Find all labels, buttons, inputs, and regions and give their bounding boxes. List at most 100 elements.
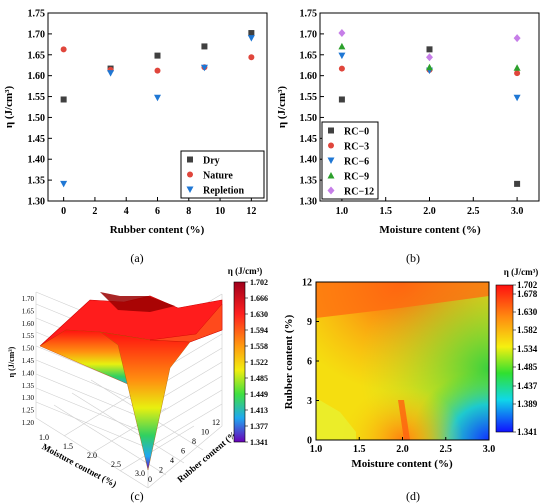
y-tick-label: 8 (192, 437, 196, 446)
x-tick-label: 6 (155, 206, 160, 217)
z-axis-label: η (J/cm³) (7, 346, 16, 377)
legend-label: Nature (203, 171, 233, 182)
y-tick-label: 1.30 (28, 197, 46, 208)
data-point (513, 34, 521, 43)
colorbar-tick-label: 1.341 (517, 427, 538, 437)
y-tick-label: 4 (170, 456, 174, 465)
data-point (338, 96, 345, 103)
x-tick-label: 1.0 (39, 433, 49, 442)
data-point (514, 70, 521, 77)
y-tick-label: 1.65 (28, 50, 46, 61)
colorbar-title: η (J/cm³) (504, 267, 539, 277)
y-tick-label: 1.50 (28, 113, 46, 124)
z-tick-label: 1.30 (22, 394, 35, 402)
z-tick-label: 1.70 (22, 295, 35, 303)
y-tick-label: 1.30 (300, 197, 318, 208)
x-tick-label: 2.5 (467, 206, 480, 217)
legend-marker (328, 142, 334, 149)
x-tick-label: 3.0 (483, 444, 496, 455)
data-point (247, 35, 255, 42)
legend-label: Dry (203, 156, 220, 167)
panel-b: 1.30 1.35 1.40 1.45 1.50 1.55 1.60 1.65 1.70 1.75… (276, 9, 540, 265)
legend-marker (327, 186, 335, 195)
colorbar-tick-label: 1.534 (517, 344, 538, 354)
y-tick-label: 3 (307, 396, 312, 407)
colorbar-tick-label: 1.341 (250, 438, 268, 447)
x-tick-label: 0 (61, 206, 66, 217)
y-tick-label: 1.40 (300, 155, 318, 166)
y-tick-label: 1.50 (300, 113, 318, 124)
y-tick-label: 1.70 (28, 29, 46, 40)
legend-marker (187, 171, 193, 178)
y-tick-label: 1.60 (300, 71, 318, 82)
x-tick-label: 8 (186, 206, 191, 217)
surface (39, 292, 223, 471)
legend-label: Repletion (203, 186, 245, 197)
x-tick-label: 3.0 (511, 206, 524, 217)
caption-a: (a) (130, 251, 143, 265)
legend-marker (328, 127, 334, 134)
y-tick-label: 1.65 (300, 50, 318, 61)
x-axis-label: Moisture content (%) (351, 458, 453, 470)
x-tick-label: 1.5 (379, 206, 392, 217)
data-point (60, 180, 68, 188)
data-point (154, 52, 161, 59)
x-tick-label: 1.0 (310, 444, 323, 455)
x-tick-label: 2.5 (440, 444, 453, 455)
surface-front-right (149, 303, 223, 343)
colorbar-tick-label: 1.594 (250, 326, 268, 335)
caption-d: (d) (406, 489, 420, 503)
panel-c: 1.701.651.601.551.501.451.401.351.301.25… (7, 266, 268, 503)
x-tick-label: 10 (215, 206, 225, 217)
colorbar (233, 281, 246, 443)
y-tick-label: 1.55 (28, 92, 46, 103)
panel-d: 1.0 1.5 2.0 2.5 3.0 0 3 6 9 12 Rubber content (%)… (283, 267, 538, 503)
data-point (338, 42, 346, 50)
y-tick-label: 1.45 (28, 134, 46, 145)
data-point (248, 54, 255, 61)
data-point (426, 46, 433, 53)
colorbar-tick-label: 1.582 (517, 325, 538, 335)
x-tick-label: 2.5 (111, 460, 121, 469)
y-tick-label: 0 (148, 475, 152, 484)
data-point (154, 67, 161, 74)
colorbar-tick-label: 1.449 (250, 390, 268, 399)
legend-label: RC−6 (344, 157, 369, 168)
z-tick-label: 1.50 (22, 345, 35, 353)
panel-a: 1.30 1.35 1.40 1.45 1.50 1.55 1.60 1.65 1.70 1.75… (3, 9, 268, 265)
y-tick-label: 1.60 (28, 71, 46, 82)
colorbar-tick-label: 1.389 (517, 399, 538, 409)
data-point (200, 64, 208, 72)
data-point (514, 180, 521, 187)
data-point (107, 70, 115, 77)
y-tick-label: 12 (212, 418, 220, 427)
x-tick-label: 2.0 (423, 206, 436, 217)
y-tick-label: 1.35 (28, 176, 46, 187)
legend-marker (186, 186, 194, 193)
x-tick-label: 3.0 (135, 469, 145, 478)
x-axis-label: Moisture content (%) (379, 224, 481, 236)
data-point (513, 64, 521, 71)
x-tick-label: 12 (246, 206, 256, 217)
colorbar-tick-label: 1.702 (250, 278, 268, 287)
data-point (201, 43, 208, 50)
z-tick-label: 1.40 (22, 369, 35, 377)
data-point (60, 96, 67, 103)
legend-label: RC−3 (344, 142, 369, 153)
y-axis-label: η (J/cm³) (276, 86, 288, 129)
colorbar-tick-label: 1.485 (250, 374, 268, 383)
colorbar-tick-label: 1.522 (250, 358, 268, 367)
x-tick-label: 2.0 (87, 451, 97, 460)
data-point (426, 53, 433, 62)
caption-b: (b) (406, 251, 420, 265)
x-tick-label: 1.5 (353, 444, 366, 455)
colorbar-tick-label: 1.413 (250, 406, 268, 415)
caption-c: (c) (130, 489, 143, 503)
x-axis-label: Rubber content (%) (110, 224, 205, 236)
z-tick-label: 1.45 (22, 357, 35, 365)
y-tick-label: 10 (201, 428, 209, 437)
y-tick-label: 0 (307, 436, 312, 447)
z-tick-label: 1.60 (22, 320, 35, 328)
data-point (513, 94, 521, 102)
